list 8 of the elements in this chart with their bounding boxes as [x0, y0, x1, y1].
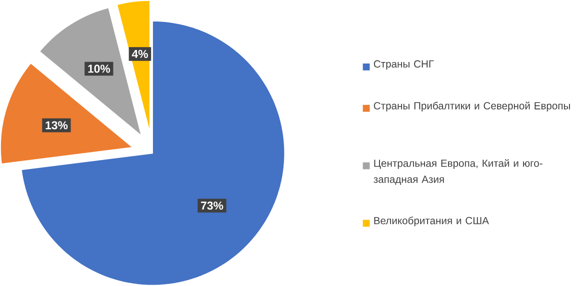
data-label: 73% [201, 202, 224, 210]
legend-label: Страны СНГ [374, 60, 434, 70]
legend-label: Центральная Европа, Китай и юго-западная Азия [374, 159, 542, 185]
legend-label: Страны Прибалтики и Северной Европы [374, 102, 570, 112]
data-label: 4% [132, 50, 148, 58]
data-label: 10% [88, 64, 110, 73]
legend-label: Великобритания и США [374, 216, 489, 226]
data-label: 13% [46, 121, 68, 130]
